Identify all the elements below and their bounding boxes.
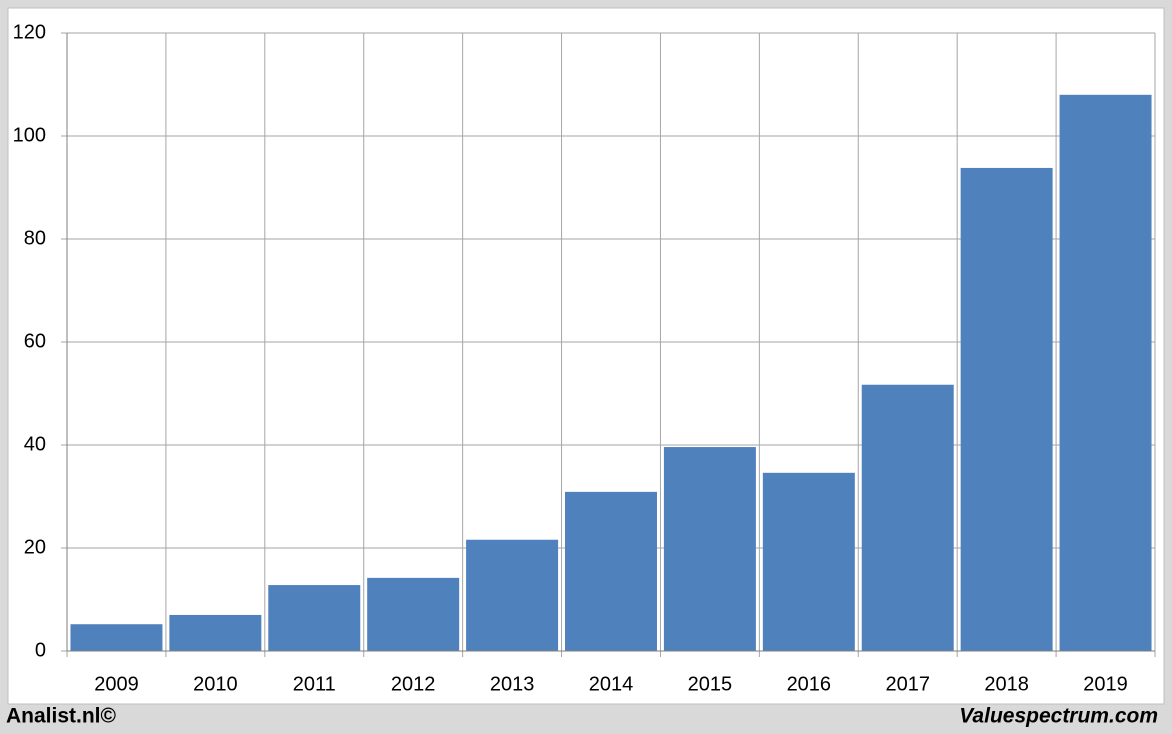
x-tick-label: 2016 xyxy=(787,673,832,695)
bar xyxy=(565,491,657,651)
x-tick-label: 2019 xyxy=(1083,673,1128,695)
x-tick-label: 2018 xyxy=(984,673,1029,695)
y-tick-label: 120 xyxy=(13,21,46,43)
y-tick-label: 0 xyxy=(35,639,46,661)
bar xyxy=(367,577,460,651)
y-tick-label: 80 xyxy=(24,227,46,249)
bar xyxy=(466,539,559,651)
bar xyxy=(70,624,163,651)
x-tick-label: 2011 xyxy=(293,673,336,695)
x-tick-label: 2009 xyxy=(94,673,139,695)
x-tick-label: 2012 xyxy=(391,673,436,695)
credit-left: Analist.nl© xyxy=(6,705,117,728)
credit-right: Valuespectrum.com xyxy=(959,705,1158,728)
y-tick-label: 20 xyxy=(24,536,46,558)
bar xyxy=(268,585,361,651)
x-tick-label: 2017 xyxy=(885,673,930,695)
x-tick-label: 2014 xyxy=(589,673,634,695)
bar xyxy=(861,384,954,651)
y-tick-label: 100 xyxy=(13,124,46,146)
bar xyxy=(1059,94,1152,652)
y-tick-label: 40 xyxy=(24,433,46,455)
bar xyxy=(762,472,855,651)
bar xyxy=(960,167,1053,651)
x-tick-label: 2010 xyxy=(193,673,238,695)
x-tick-label: 2015 xyxy=(688,673,733,695)
bar xyxy=(663,447,756,651)
x-tick-label: 2013 xyxy=(490,673,535,695)
bar xyxy=(169,614,262,651)
y-tick-label: 60 xyxy=(24,330,46,352)
